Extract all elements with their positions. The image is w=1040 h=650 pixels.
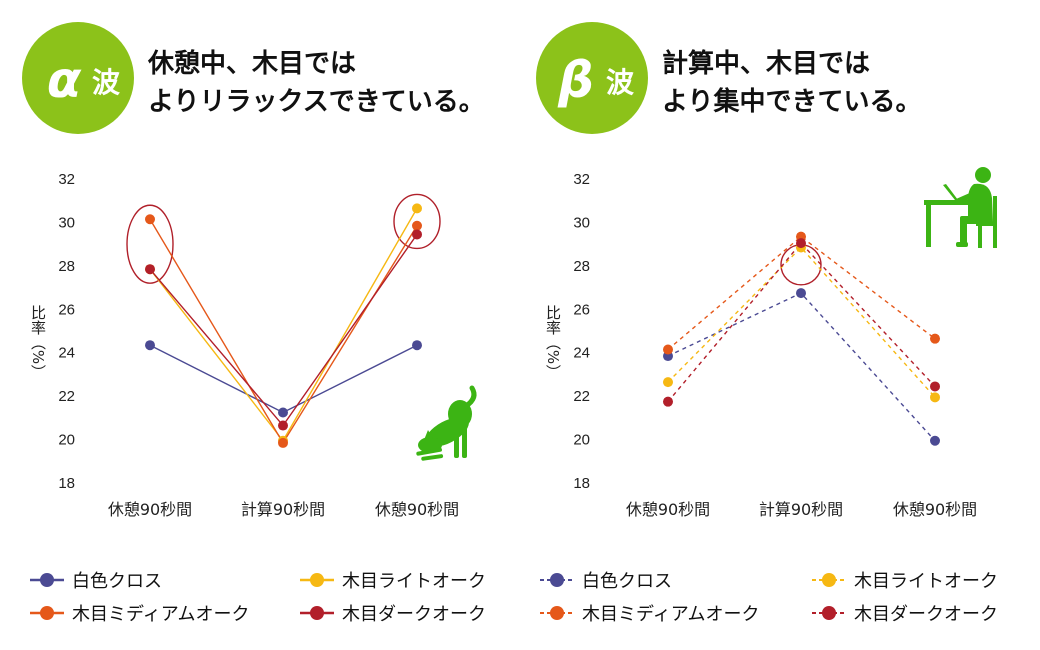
beta-badge: [536, 22, 648, 134]
beta-data-point: [930, 333, 940, 344]
alpha-title-line1: 休憩中、木目では: [147, 48, 356, 79]
beta-data-point: [796, 288, 806, 299]
alpha-legend-label: 白色クロス: [72, 571, 162, 592]
person-at-desk-illustration: [924, 167, 997, 248]
alpha-badge-symbol: α: [47, 51, 82, 109]
beta-category-label: 休憩90秒間: [626, 500, 710, 519]
beta-legend-label: 白色クロス: [582, 571, 672, 592]
alpha-series-line-3: [149, 234, 418, 427]
alpha-chart: 18 20 22 24 26 28 30 32 比率（%） 休憩90秒間 計算90秒間 休憩90秒間: [29, 171, 459, 519]
beta-badge-symbol: β: [557, 51, 594, 109]
beta-series-line-1: [667, 246, 936, 398]
beta-legend-label: 木目ライトオーク: [854, 571, 998, 592]
alpha-ytick-label: 32: [58, 171, 75, 188]
beta-legend-label: 木目ダークオーク: [854, 604, 998, 625]
beta-data-point: [930, 435, 940, 446]
alpha-category-label: 休憩90秒間: [108, 500, 192, 519]
beta-data-point: [796, 238, 806, 249]
alpha-data-point: [278, 407, 288, 418]
beta-ytick-label: 18: [573, 475, 590, 492]
beta-ytick-label: 22: [573, 388, 590, 405]
alpha-data-point: [145, 214, 155, 225]
alpha-badge-wave: 波: [92, 66, 121, 99]
beta-category-label: 休憩90秒間: [893, 500, 977, 519]
beta-legend-marker: [550, 573, 564, 587]
alpha-badge: [22, 22, 134, 134]
beta-category-label: 計算90秒間: [759, 500, 843, 519]
alpha-title-line2: よりリラックスできている。: [148, 87, 485, 117]
beta-title-line1: 計算中、木目では: [662, 48, 870, 79]
alpha-header: α 波 休憩中、木目では よりリラックスできている。: [22, 22, 485, 134]
beta-ytick-label: 20: [573, 432, 590, 449]
alpha-category-label: 計算90秒間: [241, 500, 325, 519]
beta-data-point: [663, 344, 673, 355]
alpha-ytick-label: 22: [58, 388, 75, 405]
alpha-legend-label: 木目ライトオーク: [342, 571, 486, 592]
beta-series-line-0: [667, 292, 936, 442]
alpha-data-point: [145, 340, 155, 351]
alpha-series-line-0: [149, 344, 418, 414]
beta-data-point: [930, 392, 940, 403]
beta-legend-marker: [550, 606, 564, 620]
stretching-cat-illustration: [416, 385, 477, 461]
beta-data-point: [663, 396, 673, 407]
beta-legend-label: 木目ミディアムオーク: [582, 604, 759, 625]
beta-badge-wave: 波: [606, 66, 635, 99]
alpha-y-axis-label: 比率（%）: [29, 305, 47, 379]
beta-data-point: [663, 377, 673, 388]
beta-ytick-label: 30: [573, 214, 590, 231]
alpha-ytick-label: 28: [58, 258, 75, 275]
alpha-series-line-1: [149, 208, 418, 442]
alpha-ytick-label: 20: [58, 432, 75, 449]
beta-ytick-label: 28: [573, 258, 590, 275]
alpha-legend-marker: [310, 606, 324, 620]
alpha-legend-marker: [310, 573, 324, 587]
alpha-data-point: [278, 420, 288, 431]
alpha-category-label: 休憩90秒間: [375, 500, 459, 519]
beta-title-line2: より集中できている。: [662, 86, 921, 117]
alpha-legend-marker: [40, 573, 54, 587]
alpha-highlight-ellipse: [126, 204, 174, 284]
alpha-data-point: [412, 203, 422, 214]
alpha-ytick-label: 26: [58, 301, 75, 318]
beta-data-point: [930, 381, 940, 392]
alpha-ytick-label: 18: [58, 475, 75, 492]
beta-chart: 18 20 22 24 26 28 30 32 比率（%） 休憩90秒間 計算90秒間 休憩90秒間: [544, 171, 977, 519]
alpha-ytick-label: 30: [58, 214, 75, 231]
alpha-data-point: [412, 220, 422, 231]
alpha-data-point: [145, 264, 155, 275]
alpha-legend-marker: [40, 606, 54, 620]
alpha-data-point: [412, 340, 422, 351]
alpha-highlight-ellipse: [393, 193, 441, 250]
beta-series-line-3: [667, 242, 936, 403]
beta-header: β 波 計算中、木目では より集中できている。: [536, 22, 921, 134]
beta-ytick-label: 32: [573, 171, 590, 188]
beta-ytick-label: 24: [573, 345, 590, 362]
beta-ytick-label: 26: [573, 301, 590, 318]
beta-y-axis-label: 比率（%）: [544, 305, 562, 379]
beta-series-line-2: [667, 235, 936, 351]
alpha-data-point: [278, 437, 288, 448]
alpha-legend-label: 木目ダークオーク: [342, 604, 486, 625]
alpha-data-point: [412, 229, 422, 240]
beta-legend-marker: [822, 573, 836, 587]
beta-legend-marker: [822, 606, 836, 620]
alpha-legend-label: 木目ミディアムオーク: [72, 604, 249, 625]
alpha-ytick-label: 24: [58, 345, 75, 362]
